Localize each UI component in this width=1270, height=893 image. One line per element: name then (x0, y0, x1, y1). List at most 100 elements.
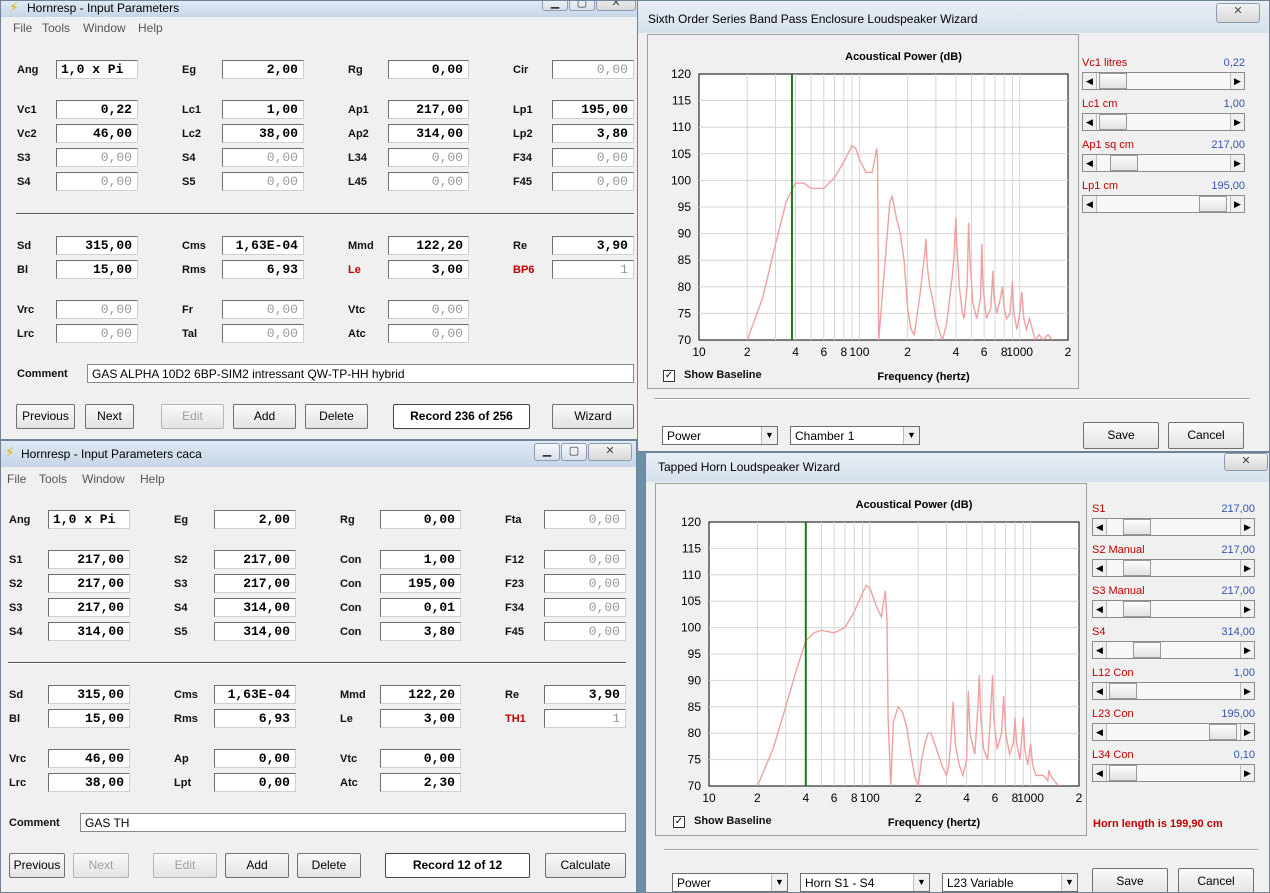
save-button[interactable]: Save (1083, 422, 1159, 449)
scroll-right-arrow-icon[interactable]: ▶ (1240, 560, 1254, 576)
s2-field[interactable]: 217,00 (214, 550, 296, 569)
next-button[interactable]: Next (73, 853, 129, 878)
add-button[interactable]: Add (233, 404, 296, 429)
slider-track[interactable]: ◀ ▶ (1092, 682, 1255, 700)
scroll-right-arrow-icon[interactable]: ▶ (1230, 155, 1244, 171)
s5-field[interactable]: 314,00 (214, 622, 296, 641)
ap1-field[interactable]: 217,00 (388, 100, 469, 119)
fr-field[interactable]: 0,00 (222, 300, 304, 319)
slider-track[interactable]: ◀ ▶ (1082, 195, 1245, 213)
scroll-left-arrow-icon[interactable]: ◀ (1083, 155, 1097, 171)
scroll-left-arrow-icon[interactable]: ◀ (1093, 724, 1107, 740)
ap2-field[interactable]: 314,00 (388, 124, 469, 143)
scroll-left-arrow-icon[interactable]: ◀ (1093, 519, 1107, 535)
ang-field[interactable]: 1,0 x Pi (56, 60, 138, 79)
chamber-combo[interactable]: Chamber 1 ▼ (790, 426, 920, 445)
s4-field[interactable]: 0,00 (222, 148, 304, 167)
sd-field[interactable]: 315,00 (48, 685, 130, 704)
output-type-combo[interactable]: Power ▼ (672, 873, 788, 892)
calculate-button[interactable]: Calculate (545, 853, 626, 878)
s4b-field[interactable]: 0,00 (56, 172, 138, 191)
scroll-left-arrow-icon[interactable]: ◀ (1093, 601, 1107, 617)
vtc-field[interactable]: 0,00 (380, 749, 461, 768)
menu-window[interactable]: Window (82, 472, 125, 486)
slider-thumb[interactable] (1208, 724, 1237, 740)
bp6-field[interactable]: 1 (552, 260, 634, 279)
slider-thumb[interactable] (1099, 73, 1128, 89)
wizard-button[interactable]: Wizard (552, 404, 634, 429)
menu-tools[interactable]: Tools (39, 472, 68, 486)
maximize-button[interactable]: ▢ (561, 443, 587, 461)
f12-field[interactable]: 0,00 (544, 550, 626, 569)
slider-track[interactable]: ◀ ▶ (1092, 600, 1255, 618)
mmd-field[interactable]: 122,20 (388, 236, 469, 255)
minimize-button[interactable]: ▁ (534, 443, 560, 461)
slider-track[interactable]: ◀ ▶ (1092, 559, 1255, 577)
s4-field[interactable]: 314,00 (214, 598, 296, 617)
ap-field[interactable]: 0,00 (214, 749, 296, 768)
edit-button[interactable]: Edit (153, 853, 217, 878)
rg-field[interactable]: 0,00 (380, 510, 461, 529)
slider-thumb[interactable] (1109, 765, 1138, 781)
slider-thumb[interactable] (1122, 601, 1151, 617)
slider-thumb[interactable] (1133, 642, 1162, 658)
ang-field[interactable]: 1,0 x Pi (48, 510, 130, 529)
bl-field[interactable]: 15,00 (48, 709, 130, 728)
vrc-field[interactable]: 0,00 (56, 300, 138, 319)
eg-field[interactable]: 2,00 (214, 510, 296, 529)
le-field[interactable]: 3,00 (380, 709, 461, 728)
bl-field[interactable]: 15,00 (56, 260, 138, 279)
dropdown-arrow-icon[interactable]: ▼ (913, 874, 929, 891)
vc1-field[interactable]: 0,22 (56, 100, 138, 119)
re-field[interactable]: 3,90 (544, 685, 626, 704)
menu-file[interactable]: File (13, 21, 33, 35)
slider-track[interactable]: ◀ ▶ (1092, 723, 1255, 741)
cancel-button[interactable]: Cancel (1168, 422, 1244, 449)
title-bar[interactable]: Tapped Horn Loudspeaker Wizard ✕ (646, 453, 1269, 482)
scroll-right-arrow-icon[interactable]: ▶ (1240, 601, 1254, 617)
con3-field[interactable]: 0,01 (380, 598, 461, 617)
s4b-field[interactable]: 314,00 (48, 622, 130, 641)
lc1-field[interactable]: 1,00 (222, 100, 304, 119)
cms-field[interactable]: 1,63E-04 (222, 236, 304, 255)
sd-field[interactable]: 315,00 (56, 236, 138, 255)
slider-track[interactable]: ◀ ▶ (1092, 764, 1255, 782)
slider-thumb[interactable] (1109, 683, 1138, 699)
con1-field[interactable]: 1,00 (380, 550, 461, 569)
show-baseline-label[interactable]: Show Baseline (684, 369, 762, 381)
vc2-field[interactable]: 46,00 (56, 124, 138, 143)
s2b-field[interactable]: 217,00 (48, 574, 130, 593)
f34-field[interactable]: 0,00 (544, 598, 626, 617)
re-field[interactable]: 3,90 (552, 236, 634, 255)
mmd-field[interactable]: 122,20 (380, 685, 461, 704)
cms-field[interactable]: 1,63E-04 (214, 685, 296, 704)
horn-segment-combo[interactable]: Horn S1 - S4 ▼ (800, 873, 930, 892)
scroll-right-arrow-icon[interactable]: ▶ (1230, 73, 1244, 89)
f34-field[interactable]: 0,00 (552, 148, 634, 167)
title-bar[interactable]: ⚡ Hornresp - Input Parameters caca ▁ ▢ ✕ (1, 441, 636, 467)
f45-field[interactable]: 0,00 (552, 172, 634, 191)
s3-field[interactable]: 0,00 (56, 148, 138, 167)
minimize-button[interactable]: ▁ (542, 1, 568, 11)
scroll-left-arrow-icon[interactable]: ◀ (1083, 114, 1097, 130)
s1-field[interactable]: 217,00 (48, 550, 130, 569)
rms-field[interactable]: 6,93 (214, 709, 296, 728)
menu-window[interactable]: Window (83, 21, 126, 35)
next-button[interactable]: Next (85, 404, 134, 429)
le-field[interactable]: 3,00 (388, 260, 469, 279)
dropdown-arrow-icon[interactable]: ▼ (903, 427, 919, 444)
eg-field[interactable]: 2,00 (222, 60, 304, 79)
close-button[interactable]: ✕ (596, 1, 636, 11)
scroll-right-arrow-icon[interactable]: ▶ (1240, 519, 1254, 535)
lrc-field[interactable]: 0,00 (56, 324, 138, 343)
save-button[interactable]: Save (1092, 868, 1168, 892)
show-baseline-checkbox[interactable]: ✓ (673, 816, 685, 828)
scroll-left-arrow-icon[interactable]: ◀ (1093, 560, 1107, 576)
slider-track[interactable]: ◀ ▶ (1092, 518, 1255, 536)
previous-button[interactable]: Previous (9, 853, 65, 878)
menu-help[interactable]: Help (140, 472, 165, 486)
close-button[interactable]: ✕ (588, 443, 632, 461)
edit-button[interactable]: Edit (161, 404, 224, 429)
vtc-field[interactable]: 0,00 (388, 300, 469, 319)
f45-field[interactable]: 0,00 (544, 622, 626, 641)
